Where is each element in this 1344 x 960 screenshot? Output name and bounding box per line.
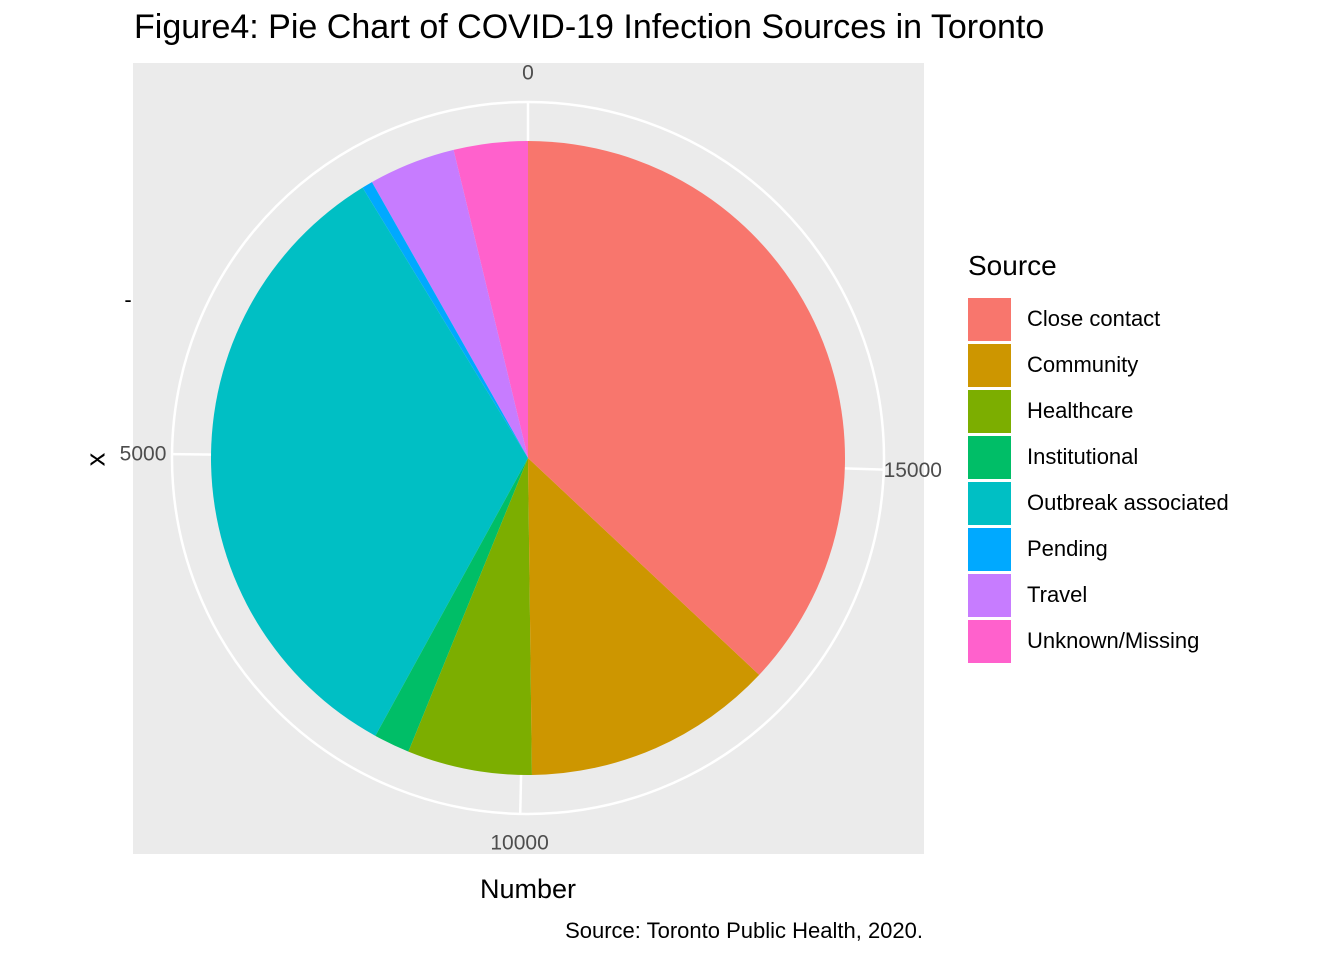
pie-slice-community	[528, 458, 760, 775]
legend-item-travel: Travel	[968, 572, 1229, 618]
pie-slices	[210, 141, 846, 775]
legend-label: Community	[1027, 352, 1139, 377]
chart-caption: Source: Toronto Public Health, 2020.	[565, 918, 923, 943]
legend-title: Source	[968, 250, 1057, 281]
legend-swatch	[968, 481, 1011, 525]
legend-item-community: Community	[968, 342, 1229, 388]
legend-swatch	[968, 619, 1011, 663]
pie-slice-travel	[371, 149, 528, 458]
legend-label: Pending	[1027, 536, 1108, 561]
legend-item-pending: Pending	[968, 526, 1229, 572]
legend-items: Close contact Community Healthcare Institut…	[968, 296, 1229, 664]
legend-label: Unknown/Missing	[1027, 628, 1200, 653]
pie-slice-institutional	[375, 458, 528, 752]
y-tick-label: -	[124, 287, 131, 312]
legend: Source Close contact Community Healthcare I…	[968, 250, 1229, 664]
theta-tick-15000: 15000	[884, 459, 942, 482]
legend-swatch	[968, 435, 1011, 479]
legend-item-close-contact: Close contact	[968, 296, 1229, 342]
theta-tick-labels: 0 5000 10000 15000	[120, 62, 942, 855]
y-axis-title: x	[80, 452, 111, 467]
legend-label: Institutional	[1027, 444, 1139, 469]
legend-swatch	[968, 573, 1011, 617]
legend-item-unknown-missing: Unknown/Missing	[968, 618, 1229, 664]
chart-title: Figure4: Pie Chart of COVID-19 Infection…	[134, 8, 1045, 46]
legend-label: Close contact	[1027, 306, 1161, 331]
legend-swatch	[968, 527, 1011, 571]
legend-swatch	[968, 297, 1011, 341]
legend-swatch	[968, 343, 1011, 387]
legend-item-institutional: Institutional	[968, 434, 1229, 480]
grid-spoke-15000	[839, 466, 884, 471]
legend-label: Outbreak associated	[1027, 490, 1229, 515]
pie-slice-unknown-missing	[453, 141, 528, 458]
theta-tick-10000: 10000	[490, 831, 548, 854]
x-axis-title: Number	[479, 874, 577, 904]
grid-layer	[170, 100, 886, 816]
legend-label: Travel	[1027, 582, 1088, 607]
legend-swatch	[968, 389, 1011, 433]
grid-spoke-10000	[518, 769, 523, 814]
legend-item-healthcare: Healthcare	[968, 388, 1229, 434]
theta-tick-0: 0	[522, 62, 534, 85]
pie-slice-close-contact	[528, 141, 846, 675]
legend-item-outbreak-associated: Outbreak associated	[968, 480, 1229, 526]
legend-label: Healthcare	[1027, 398, 1134, 423]
pie-slice-outbreak-associated	[210, 187, 528, 736]
pie-slice-pending	[362, 182, 528, 459]
pie-slice-healthcare	[408, 458, 532, 775]
theta-tick-5000: 5000	[120, 442, 167, 465]
